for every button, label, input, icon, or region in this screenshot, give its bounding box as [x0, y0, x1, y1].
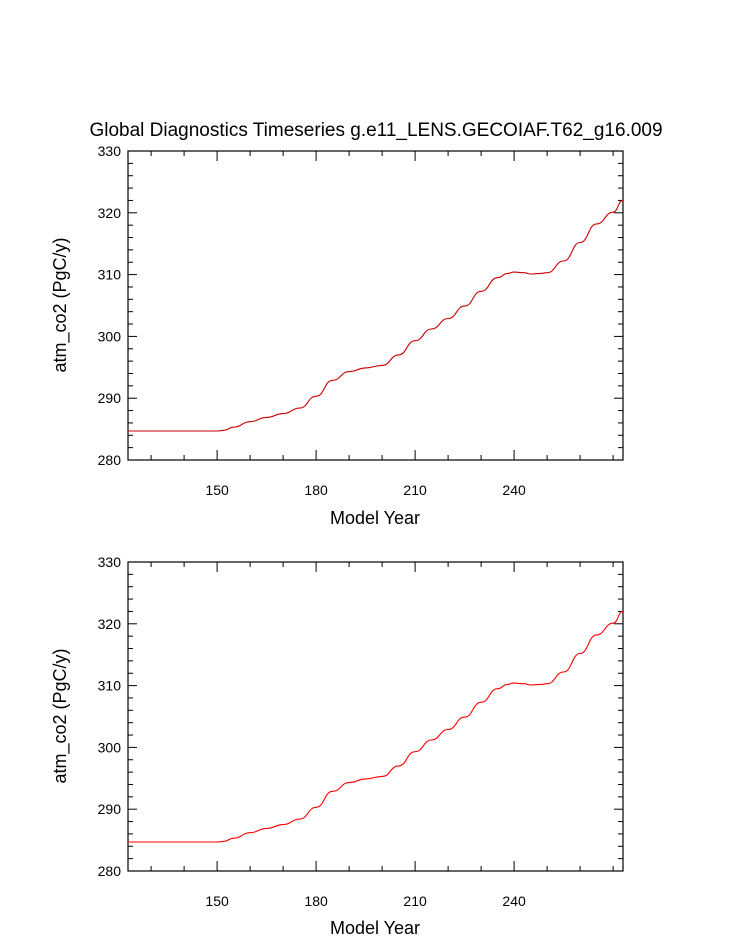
y-tick-label: 330: [98, 143, 122, 159]
y-tick-label: 280: [98, 452, 122, 468]
x-axis-label: Model Year: [330, 508, 420, 528]
chart-panel-top: Global Diagnostics Timeseries g.e11_LENS…: [50, 120, 663, 528]
x-tick-label: 180: [304, 893, 328, 909]
chart-title: Global Diagnostics Timeseries g.e11_LENS…: [89, 120, 662, 141]
y-tick-label: 300: [98, 739, 122, 755]
y-tick-label: 320: [98, 205, 122, 221]
tick-labels: 150 180 210 240 280 290 300 310 320 330: [98, 143, 526, 498]
x-tick-label: 240: [502, 893, 526, 909]
y-tick-label: 280: [98, 863, 122, 879]
x-tick-label: 150: [205, 482, 229, 498]
x-tick-label: 180: [304, 482, 328, 498]
x-tick-label: 240: [502, 482, 526, 498]
y-tick-label: 310: [98, 678, 122, 694]
y-tick-label: 290: [98, 390, 122, 406]
plot-frame: [127, 561, 624, 872]
x-tick-label: 210: [403, 893, 427, 909]
y-axis-label: atm_co2 (PgC/y): [50, 237, 71, 372]
y-tick-label: 290: [98, 801, 122, 817]
y-tick-label: 330: [98, 554, 122, 570]
y-tick-label: 310: [98, 267, 122, 283]
y-axis-label: atm_co2 (PgC/y): [50, 648, 71, 783]
chart-panel-bottom: 150 180 210 240 280 290 300 310 320 330 Model Yea…: [50, 554, 624, 938]
series-line-atm-co2: [128, 199, 624, 432]
x-tick-label: 150: [205, 893, 229, 909]
series-line-atm-co2: [127, 610, 624, 843]
x-tick-label: 210: [403, 482, 427, 498]
plot-frame: [127, 150, 624, 461]
tick-marks: [128, 561, 623, 872]
tick-labels: 150 180 210 240 280 290 300 310 320 330: [98, 554, 526, 909]
tick-marks: [128, 150, 623, 461]
y-tick-label: 300: [98, 328, 122, 344]
x-axis-label: Model Year: [330, 918, 420, 938]
y-tick-label: 320: [98, 616, 122, 632]
